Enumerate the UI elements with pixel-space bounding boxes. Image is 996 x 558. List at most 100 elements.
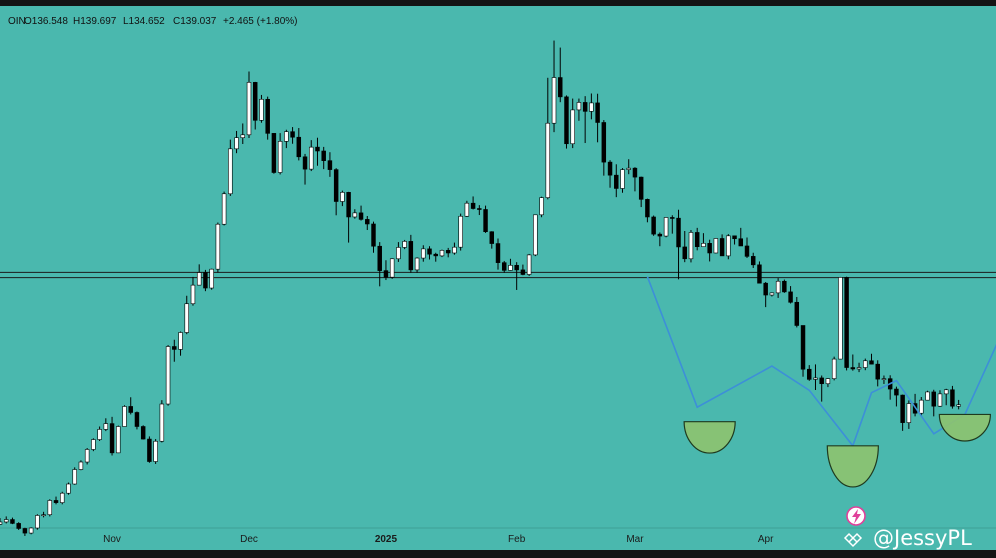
candle-body bbox=[794, 301, 800, 326]
candle-body bbox=[3, 519, 9, 523]
candle bbox=[452, 242, 457, 255]
candle-body bbox=[775, 280, 781, 294]
candle-body bbox=[228, 148, 233, 195]
candle-body bbox=[906, 403, 912, 423]
candle-body bbox=[84, 449, 90, 463]
candle bbox=[688, 230, 694, 263]
candle-body bbox=[190, 284, 196, 305]
candle-body bbox=[184, 303, 189, 333]
candle bbox=[178, 331, 183, 356]
candle bbox=[894, 386, 899, 407]
candle bbox=[252, 81, 258, 130]
candle bbox=[769, 292, 775, 297]
lightning-badge-icon bbox=[843, 506, 866, 548]
candle bbox=[396, 242, 401, 262]
candle-body bbox=[134, 412, 140, 427]
candle bbox=[122, 405, 127, 427]
candle-body bbox=[427, 248, 432, 255]
candle bbox=[794, 296, 800, 328]
candle-body bbox=[377, 245, 382, 271]
candle-body bbox=[352, 212, 358, 218]
candle bbox=[943, 388, 949, 406]
candle bbox=[265, 96, 270, 140]
cup-marker bbox=[938, 413, 991, 442]
candle bbox=[408, 234, 414, 273]
candle-body bbox=[688, 232, 694, 260]
candle bbox=[421, 245, 426, 262]
candle-body bbox=[28, 527, 34, 534]
candle bbox=[831, 356, 837, 381]
candle-body bbox=[252, 82, 258, 121]
candle-body bbox=[60, 492, 65, 503]
candle bbox=[763, 281, 768, 308]
candle-body bbox=[508, 265, 513, 271]
candle bbox=[402, 239, 407, 250]
candle bbox=[60, 491, 65, 505]
candle-body bbox=[290, 131, 295, 138]
candle bbox=[775, 278, 781, 298]
candle bbox=[352, 209, 358, 219]
candle bbox=[296, 128, 302, 161]
candle-body bbox=[215, 223, 221, 270]
candle-body bbox=[900, 394, 905, 423]
candle bbox=[84, 448, 90, 465]
candle bbox=[819, 375, 824, 402]
candle bbox=[439, 249, 445, 258]
candle bbox=[109, 416, 115, 456]
x-tick-label: Dec bbox=[240, 534, 258, 545]
candle bbox=[707, 239, 712, 262]
candle bbox=[221, 191, 227, 226]
close-value: C139.037 bbox=[173, 16, 217, 27]
candle bbox=[203, 269, 208, 292]
candle bbox=[601, 120, 607, 176]
candle bbox=[477, 205, 482, 216]
candle bbox=[346, 191, 351, 243]
candle-body bbox=[757, 264, 762, 284]
candle bbox=[215, 222, 221, 273]
candle-body bbox=[788, 291, 793, 303]
candle bbox=[682, 230, 687, 263]
candle bbox=[234, 130, 239, 154]
candle-body bbox=[919, 399, 924, 414]
candle-body bbox=[750, 256, 756, 266]
candle bbox=[645, 198, 650, 223]
candle bbox=[651, 215, 656, 236]
candle-body bbox=[103, 423, 109, 430]
candle bbox=[259, 94, 264, 123]
candle-body bbox=[570, 109, 575, 145]
candle-body bbox=[483, 209, 488, 233]
candle-body bbox=[445, 250, 451, 254]
candle-body bbox=[850, 367, 856, 370]
candle bbox=[514, 262, 519, 290]
candle bbox=[539, 196, 544, 218]
candle-body bbox=[638, 176, 644, 200]
candle-body bbox=[383, 270, 389, 278]
candle bbox=[91, 438, 96, 452]
candle-body bbox=[875, 363, 880, 380]
candle-body bbox=[769, 292, 775, 296]
candle bbox=[576, 98, 582, 121]
candle bbox=[782, 279, 787, 293]
candle bbox=[246, 71, 252, 138]
time-axis: Nov Dec 2025 Feb Mar Apr bbox=[103, 534, 774, 545]
candle-body bbox=[670, 217, 675, 219]
candle-body bbox=[91, 439, 96, 450]
candle-body bbox=[558, 77, 563, 98]
candle-body bbox=[72, 469, 77, 485]
candle bbox=[676, 209, 681, 280]
candle bbox=[165, 345, 171, 406]
candle-body bbox=[203, 272, 208, 289]
candle-body bbox=[321, 150, 326, 161]
candle bbox=[937, 390, 943, 407]
candle bbox=[533, 214, 538, 257]
candle-body bbox=[333, 169, 339, 202]
x-tick-label: Mar bbox=[626, 534, 644, 545]
candle bbox=[719, 234, 725, 257]
candle-body bbox=[595, 102, 600, 123]
cup-marker bbox=[826, 445, 879, 488]
candle-body bbox=[601, 122, 607, 163]
candle bbox=[333, 168, 339, 216]
candle-body bbox=[66, 483, 71, 494]
candle-body bbox=[614, 174, 619, 189]
